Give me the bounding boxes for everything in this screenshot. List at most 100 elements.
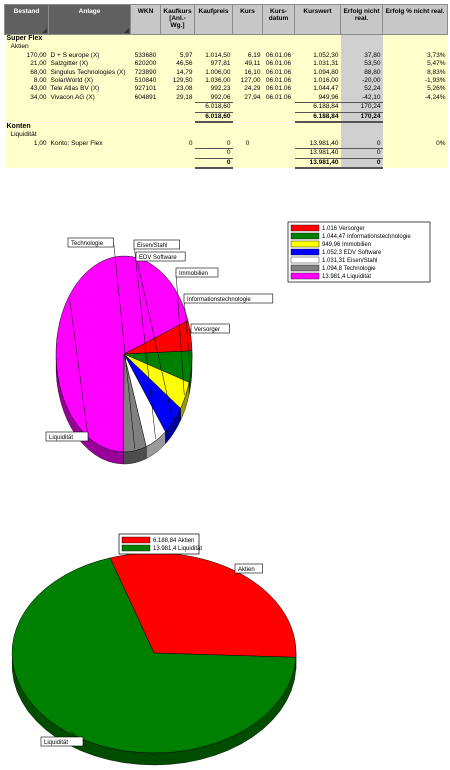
empty-cell — [160, 112, 195, 123]
empty-cell — [382, 148, 448, 159]
empty-cell — [382, 122, 448, 132]
label-leader-technologie — [113, 241, 136, 449]
cell-anlage: Tele Atlas BV (X) — [48, 85, 131, 94]
legend-label-versorger: 1.016 Versorger — [322, 226, 365, 232]
cell-erfolg: -42,10 — [340, 93, 383, 103]
cell-datum: 06.01.06 — [262, 51, 295, 61]
table-row: 1,00 Konto: Super Flex 0 0 0 13.981,40 0 0% — [4, 139, 448, 149]
slice-label-versorger: Versorger — [194, 327, 220, 333]
sector-pie-chart: Versorger Informationstechnologie Immobili… — [45, 221, 431, 465]
col-header-kurs[interactable]: Kurs — [232, 4, 263, 35]
subtotal-kaufpreis: 6.018,60 — [194, 102, 233, 113]
total-kaufpreis: 0 — [194, 158, 233, 170]
table-row: 43,00 Tele Atlas BV (X) 927101 23,08 992,23 2… — [4, 85, 448, 94]
col-header-erfolg[interactable]: Erfolg nicht real. — [340, 4, 383, 35]
col-header-bestand[interactable]: Bestand — [4, 4, 49, 35]
chart2-legend: 6.188,84 Aktien 13.981,4 Liquidität — [118, 533, 202, 555]
cell-prozent: 5,47% — [382, 60, 448, 69]
empty-cell — [48, 112, 131, 123]
empty-cell — [340, 122, 383, 132]
subtotal-kaufpreis: 0 — [194, 148, 233, 159]
label-box-liquidität — [40, 736, 84, 747]
slice-label-immobilien: Immobilien — [179, 271, 208, 277]
group-row: Liquidität — [4, 131, 448, 140]
section-title-super-flex: Super Flex — [4, 34, 341, 44]
cell-erfolg: 0 — [340, 139, 383, 149]
empty-cell — [160, 158, 195, 169]
cell-prozent: 8,83% — [382, 68, 448, 78]
slice-label-liquidität: Liquidität — [49, 435, 73, 441]
legend-label-technologie: 1.094,8 Technologie — [322, 266, 376, 272]
cell-kaufpreis: 977,81 — [194, 60, 233, 69]
total-row-konten: 0 13.981,40 0 — [4, 158, 448, 170]
table-row: 170,00 D + S europe (X) 533680 5,97 1.014,50… — [4, 51, 448, 61]
cell-kurs: 16,10 — [232, 68, 263, 78]
cell-kaufkurs: 23,08 — [160, 85, 195, 94]
empty-cell — [130, 112, 161, 123]
cell-bestand: 34,00 — [4, 93, 49, 103]
total-kaufpreis: 6.018,60 — [194, 112, 233, 124]
chart2-labels: Aktien Liquidität — [40, 563, 263, 747]
col-header-kaufpreis[interactable]: Kaufpreis — [194, 4, 233, 35]
empty-cell — [382, 112, 448, 123]
cell-erfolg: 53,50 — [340, 60, 383, 69]
cell-prozent: -1,93% — [382, 77, 448, 86]
slice-label-aktien: Aktien — [238, 567, 255, 573]
label-leader-liquidität — [69, 298, 89, 437]
col-header-erfolg-prozent[interactable]: Erfolg % nicht real. — [382, 4, 448, 35]
slice-label-edv software: EDV Software — [139, 255, 177, 261]
section-row: Konten — [4, 122, 448, 132]
cell-kurswert: 1.044,47 — [294, 85, 341, 94]
cell-kaufkurs: 29,18 — [160, 93, 195, 103]
cell-datum: 06.01.06 — [262, 93, 295, 103]
cell-erfolg: -20,00 — [340, 77, 383, 86]
cell-bestand: 21,00 — [4, 60, 49, 69]
table-header-row: Bestand Anlage WKN Kaufkurs [Anl.-Wg.] K… — [4, 4, 448, 35]
empty-cell — [262, 102, 295, 113]
label-box-liquidität — [45, 431, 89, 442]
subtotal-kurswert: 13.981,40 — [294, 148, 341, 159]
subtotal-erfolg: 0 — [340, 148, 383, 159]
group-title-aktien: Aktien — [4, 43, 341, 52]
cell-wkn: 604891 — [130, 93, 161, 103]
col-header-kurswert[interactable]: Kurswert — [294, 4, 341, 35]
total-row-aktien: 6.018,60 6.188,84 170,24 — [4, 112, 448, 124]
empty-cell — [4, 158, 49, 169]
cell-kurs: 24,29 — [232, 85, 263, 94]
cell-bestand: 8,00 — [4, 77, 49, 86]
cell-wkn: 927101 — [130, 85, 161, 94]
slice-label-eisen/stahl: Eisen/Stahl — [137, 243, 167, 249]
cell-prozent: 0% — [382, 139, 448, 149]
col-header-anlage[interactable]: Anlage — [48, 4, 131, 35]
cell-wkn: 510840 — [130, 77, 161, 86]
cell-kurswert: 949,96 — [294, 93, 341, 103]
empty-cell — [232, 158, 263, 169]
col-header-kaufkurs[interactable]: Kaufkurs [Anl.-Wg.] — [160, 4, 195, 35]
cell-bestand: 43,00 — [4, 85, 49, 94]
col-header-wkn[interactable]: WKN — [130, 4, 161, 35]
cell-kurswert: 13.981,40 — [294, 139, 341, 149]
empty-cell — [48, 148, 131, 159]
cell-kaufpreis: 1.014,50 — [194, 51, 233, 61]
subtotal-row-konten: 0 13.981,40 0 — [4, 148, 448, 159]
legend-swatch-immobilien — [290, 240, 320, 248]
col-header-kursdatum[interactable]: Kurs-datum — [262, 4, 295, 35]
cell-anlage: Vivacon AG (X) — [48, 93, 131, 103]
chart1-labels: Versorger Informationstechnologie Immobili… — [45, 237, 274, 449]
cell-erfolg: 52,24 — [340, 85, 383, 94]
cell-wkn: 533680 — [130, 51, 161, 61]
empty-cell — [232, 112, 263, 123]
slice-label-liquidität: Liquidität — [44, 740, 68, 746]
label-box-versorger — [190, 323, 230, 334]
cell-kaufpreis: 992,23 — [194, 85, 233, 94]
label-leader-immobilien — [175, 271, 185, 395]
slice-label-technologie: Technologie — [71, 241, 104, 247]
empty-cell — [130, 139, 161, 149]
empty-cell — [130, 158, 161, 169]
label-leader-edv software — [135, 255, 173, 420]
label-leader-informationstechnologie — [183, 297, 191, 367]
cell-kurswert: 1.094,80 — [294, 68, 341, 78]
chart1-legend: 1.016 Versorger 1.044,47 Informationstech… — [287, 221, 431, 283]
cell-datum: 06.01.06 — [262, 85, 295, 94]
cell-bestand: 68,00 — [4, 68, 49, 78]
